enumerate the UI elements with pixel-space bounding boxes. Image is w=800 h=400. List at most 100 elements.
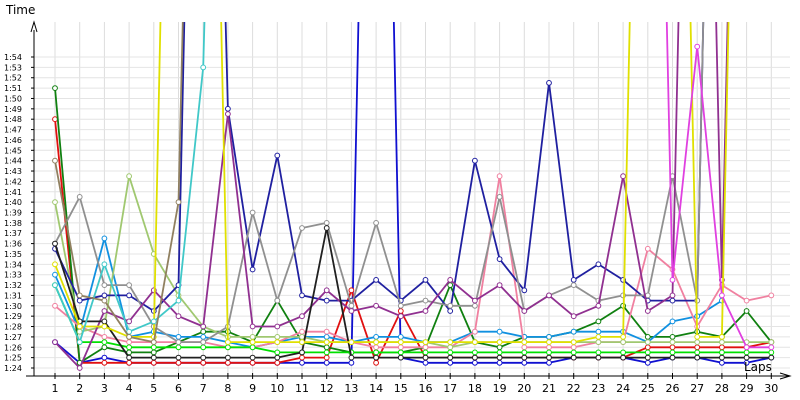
data-point <box>126 339 133 346</box>
data-point <box>175 354 182 361</box>
data-point <box>719 354 725 361</box>
x-tick-label: 4 <box>126 382 133 395</box>
y-tick-label: 1:30 <box>4 302 22 311</box>
series-line <box>54 284 772 354</box>
data-point <box>274 323 281 330</box>
data-point <box>348 359 355 366</box>
data-point <box>595 339 602 346</box>
data-point <box>225 105 231 112</box>
data-point <box>175 297 182 304</box>
data-point <box>422 308 429 314</box>
data-point <box>570 344 577 351</box>
series-10 <box>52 22 729 371</box>
data-point <box>126 344 133 351</box>
data-point <box>644 308 651 314</box>
data-point <box>101 339 108 346</box>
y-tick-label: 1:39 <box>4 209 22 218</box>
x-tick-label: 23 <box>591 382 605 395</box>
data-point <box>101 235 108 242</box>
data-point <box>595 334 602 340</box>
data-point <box>175 339 182 346</box>
data-point <box>101 344 108 351</box>
x-tick-label: 17 <box>443 382 457 395</box>
y-axis-arrow <box>30 20 38 33</box>
series-13 <box>52 22 207 346</box>
data-point <box>101 354 108 361</box>
data-point <box>274 297 281 304</box>
data-point <box>249 359 256 366</box>
data-point <box>422 344 429 351</box>
data-point <box>373 334 380 340</box>
y-tick-label: 1:34 <box>4 260 22 269</box>
data-point <box>76 328 83 335</box>
x-tick-label: 25 <box>641 382 655 395</box>
data-point <box>175 199 182 206</box>
data-point <box>373 220 380 226</box>
data-point <box>225 344 231 351</box>
data-point <box>694 349 701 356</box>
data-point <box>373 349 380 356</box>
data-point <box>496 173 503 180</box>
data-point <box>719 334 725 340</box>
data-point <box>570 328 577 335</box>
data-point <box>546 354 552 361</box>
data-point <box>620 173 626 180</box>
data-point <box>595 318 602 325</box>
data-point <box>249 339 256 346</box>
y-tick-label: 1:28 <box>4 323 22 332</box>
data-point <box>348 302 355 309</box>
data-point <box>595 261 602 268</box>
x-tick-label: 18 <box>468 382 482 395</box>
data-point <box>397 349 404 356</box>
data-point <box>546 292 552 299</box>
x-tick-label: 13 <box>344 382 358 395</box>
data-point <box>570 354 577 361</box>
y-tick-label: 1:31 <box>4 291 22 300</box>
y-tick-label: 1:35 <box>4 250 22 259</box>
y-tick-label: 1:42 <box>4 177 22 186</box>
data-point <box>447 359 454 366</box>
y-axis-title: Time <box>5 3 35 17</box>
y-tick-label: 1:44 <box>4 157 22 166</box>
x-tick-label: 22 <box>567 382 581 395</box>
data-point <box>669 354 676 361</box>
y-tick-label: 1:25 <box>4 354 22 363</box>
y-tick-label: 1:33 <box>4 271 22 280</box>
series-6 <box>52 173 775 351</box>
data-point <box>126 318 133 325</box>
data-point <box>669 344 676 351</box>
y-tick-label: 1:52 <box>4 74 22 83</box>
y-tick-label: 1:51 <box>4 84 22 93</box>
data-point <box>373 339 380 346</box>
series-14 <box>52 22 184 346</box>
y-tick-label: 1:45 <box>4 146 22 155</box>
data-point <box>694 354 701 361</box>
data-point <box>52 271 58 278</box>
data-point <box>52 157 58 164</box>
series-line <box>54 22 184 343</box>
data-point <box>76 365 83 371</box>
series-line <box>54 227 772 359</box>
data-point <box>496 344 503 351</box>
data-point <box>644 354 651 361</box>
data-point <box>768 292 775 299</box>
data-point <box>126 173 133 180</box>
data-point <box>422 277 429 283</box>
y-tick-label: 1:38 <box>4 219 22 228</box>
data-point <box>472 302 478 309</box>
y-tick-label: 1:43 <box>4 167 22 176</box>
data-point <box>200 359 207 366</box>
data-point <box>644 344 651 351</box>
data-point <box>447 349 454 356</box>
data-point <box>52 116 58 123</box>
data-point <box>719 359 725 366</box>
data-point <box>101 308 108 314</box>
data-point <box>52 85 58 91</box>
data-point <box>496 256 503 263</box>
series-line <box>54 22 730 343</box>
data-point <box>620 334 626 340</box>
data-point <box>225 354 231 361</box>
data-point <box>299 339 305 346</box>
data-point <box>521 359 528 366</box>
